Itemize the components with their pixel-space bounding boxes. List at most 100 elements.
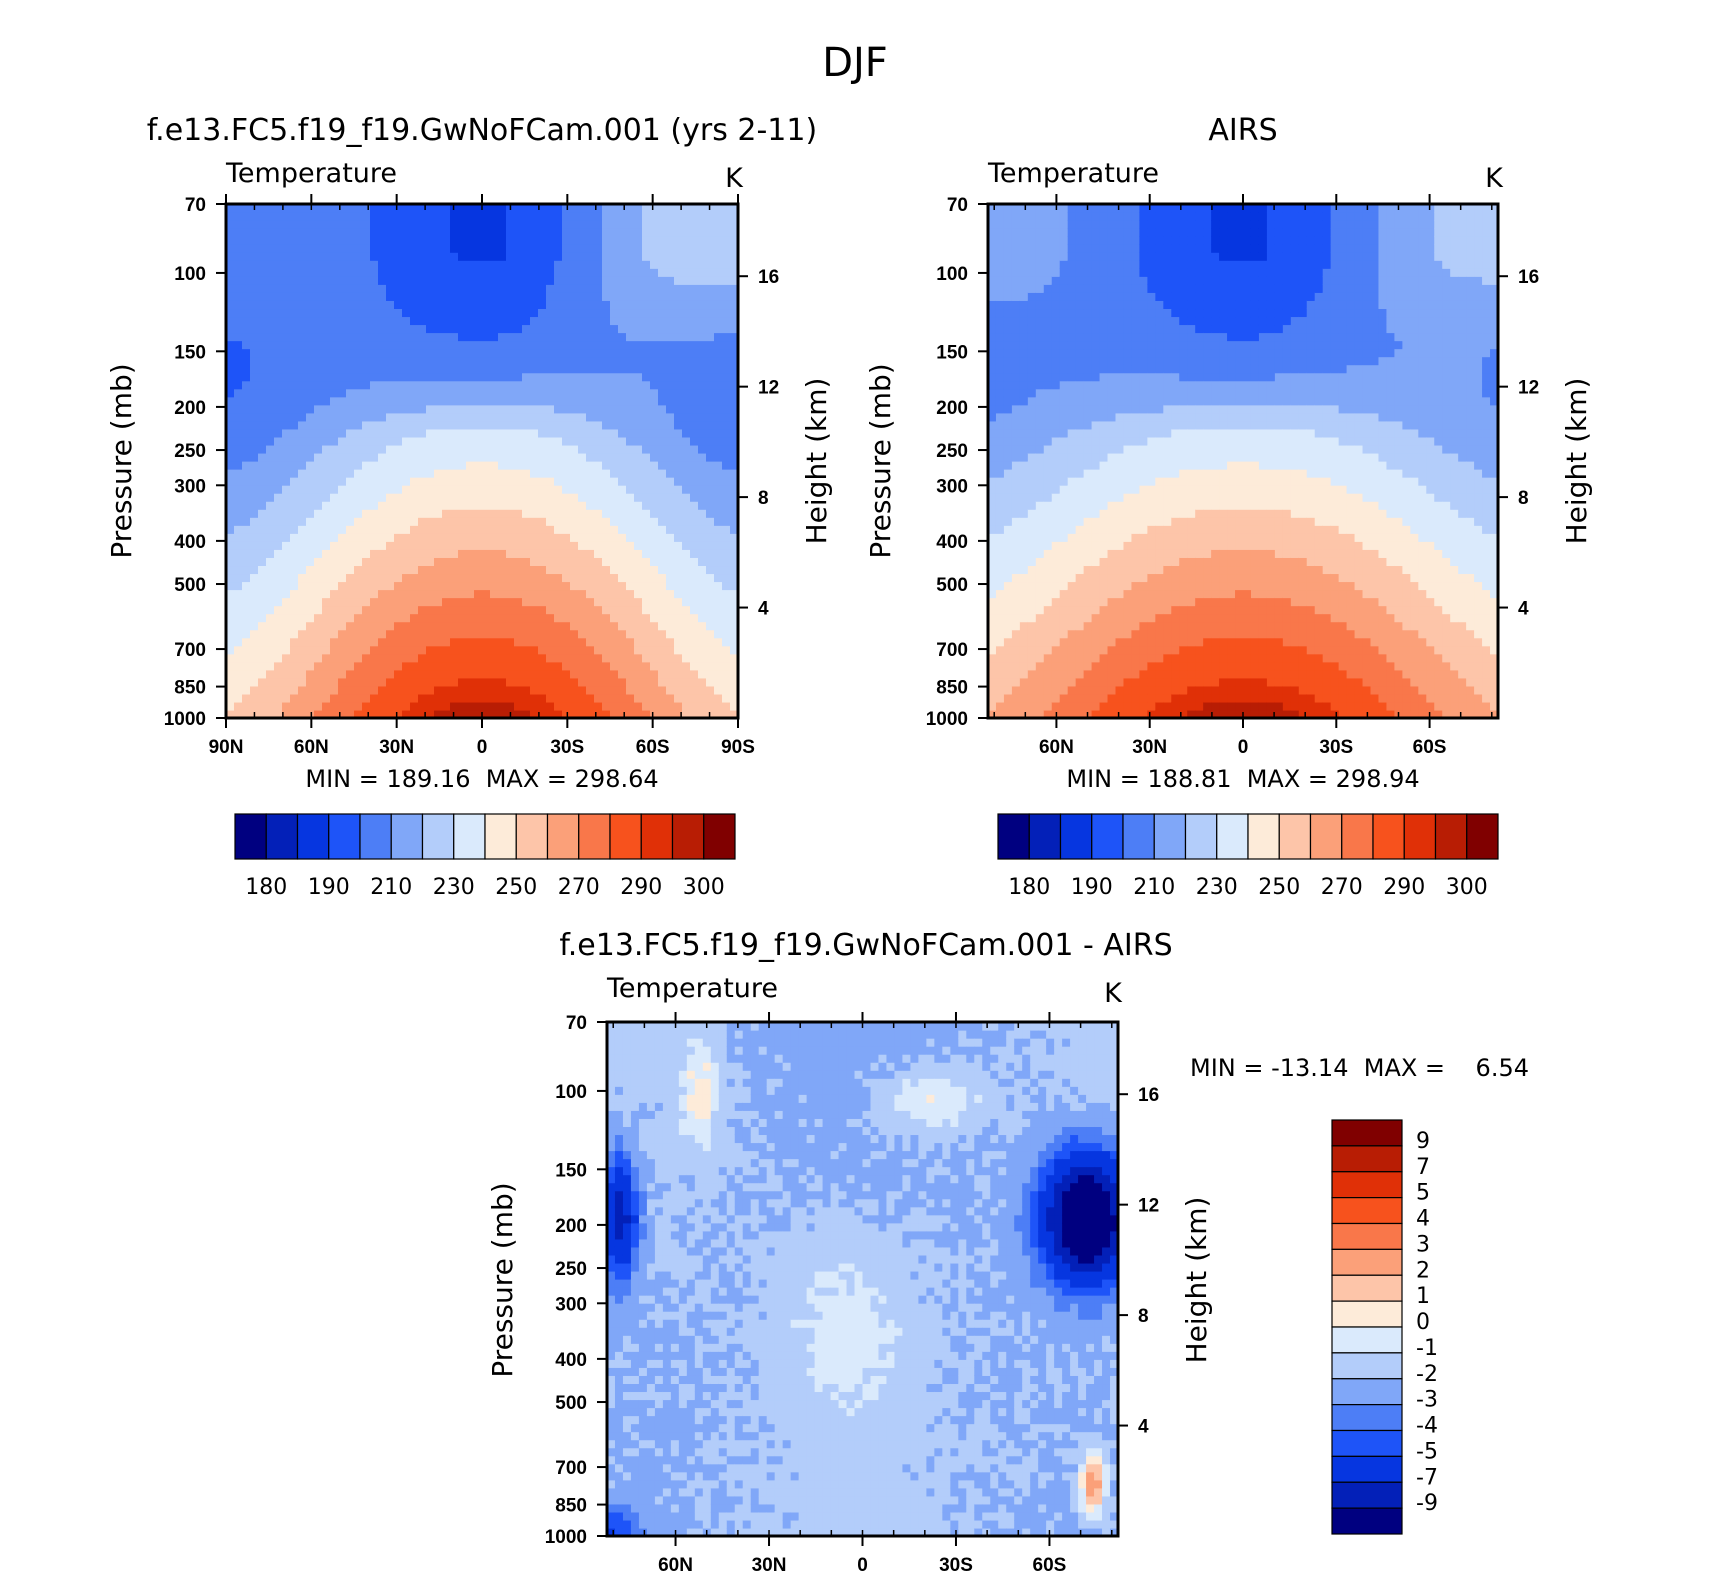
contour-cell [1027,525,1037,534]
contour-cell [690,372,699,382]
contour-cell [378,212,387,221]
contour-cell [274,469,283,478]
contour-cell [1035,461,1045,470]
contour-cell [314,396,323,406]
contour-cell [706,356,715,366]
contour-cell [410,661,419,671]
contour-cell [538,469,547,478]
contour-cell [562,412,571,422]
contour-cell [466,300,475,310]
contour-cell [586,204,595,213]
contour-cell [298,613,307,623]
contour-cell [442,621,451,631]
contour-cell [274,637,283,647]
contour-cell [674,581,683,591]
contour-cell [1067,701,1077,711]
contour-cell [490,308,499,318]
contour-cell [298,292,307,301]
contour-cell [674,613,683,623]
contour-cell [338,573,347,583]
contour-cell [386,525,395,534]
contour-cell [474,404,483,414]
contour-cell [1043,436,1053,446]
contour-cell [354,685,363,695]
contour-cell [322,653,331,663]
contour-cell [538,589,547,599]
contour-cell [530,693,539,703]
contour-cell [354,372,363,382]
contour-cell [354,252,363,261]
contour-cell [1035,236,1045,245]
contour-cell [698,661,707,671]
contour-cell [418,541,427,550]
contour-cell [290,565,299,575]
contour-cell [730,629,739,639]
contour-cell [1011,581,1021,591]
contour-cell [458,284,467,293]
contour-cell [506,244,515,253]
contour-cell [410,677,419,687]
contour-cell [514,605,523,615]
contour-cell [1067,605,1077,615]
contour-cell [418,677,427,687]
contour-cell [610,404,619,414]
contour-cell [1059,292,1069,301]
contour-cell [418,284,427,293]
contour-cell [266,509,275,518]
contour-cell [266,605,275,615]
contour-cell [514,509,523,518]
contour-cell [602,324,611,334]
colorbar-swatch [296,813,330,860]
contour-cell [1067,308,1077,318]
contour-cell [1035,220,1045,229]
contour-cell [570,364,579,374]
contour-cell [570,533,579,542]
contour-cell [506,332,515,342]
contour-cell [666,252,675,261]
contour-cell [354,228,363,237]
contour-cell [354,396,363,406]
contour-cell [434,228,443,237]
contour-cell [354,637,363,647]
contour-cell [522,348,531,358]
contour-cell [988,589,997,599]
contour-cell [722,388,731,398]
contour-cell [722,645,731,655]
contour-cell [698,452,707,462]
contour-cell [578,452,587,462]
contour-cell [330,292,339,301]
contour-cell [995,308,1005,318]
contour-cell [298,420,307,430]
contour-cell [538,412,547,422]
contour-cell [988,533,997,542]
contour-cell [402,324,411,334]
contour-cell [402,420,411,430]
contour-cell [658,485,667,494]
contour-cell [274,533,283,542]
contour-cell [498,485,507,494]
contour-cell [706,372,715,382]
contour-cell [730,284,739,293]
contour-cell [474,493,483,502]
y2-tick-label: 16 [758,267,779,288]
contour-cell [538,444,547,454]
contour-cell [578,276,587,285]
contour-cell [1035,653,1045,663]
contour-cell [554,268,563,277]
contour-cell [330,653,339,663]
contour-cell [1075,260,1085,269]
contour-cell [698,461,707,470]
contour-cell [282,444,291,454]
contour-cell [1019,669,1029,679]
contour-cell [338,565,347,575]
contour-cell [610,300,619,310]
contour-cell [234,308,243,318]
contour-cell [346,621,355,631]
contour-cell [650,677,659,687]
contour-cell [426,236,435,245]
contour-cell [546,525,555,534]
contour-cell [1075,613,1085,623]
contour-cell [498,300,507,310]
contour-cell [714,493,723,502]
contour-cell [234,469,243,478]
